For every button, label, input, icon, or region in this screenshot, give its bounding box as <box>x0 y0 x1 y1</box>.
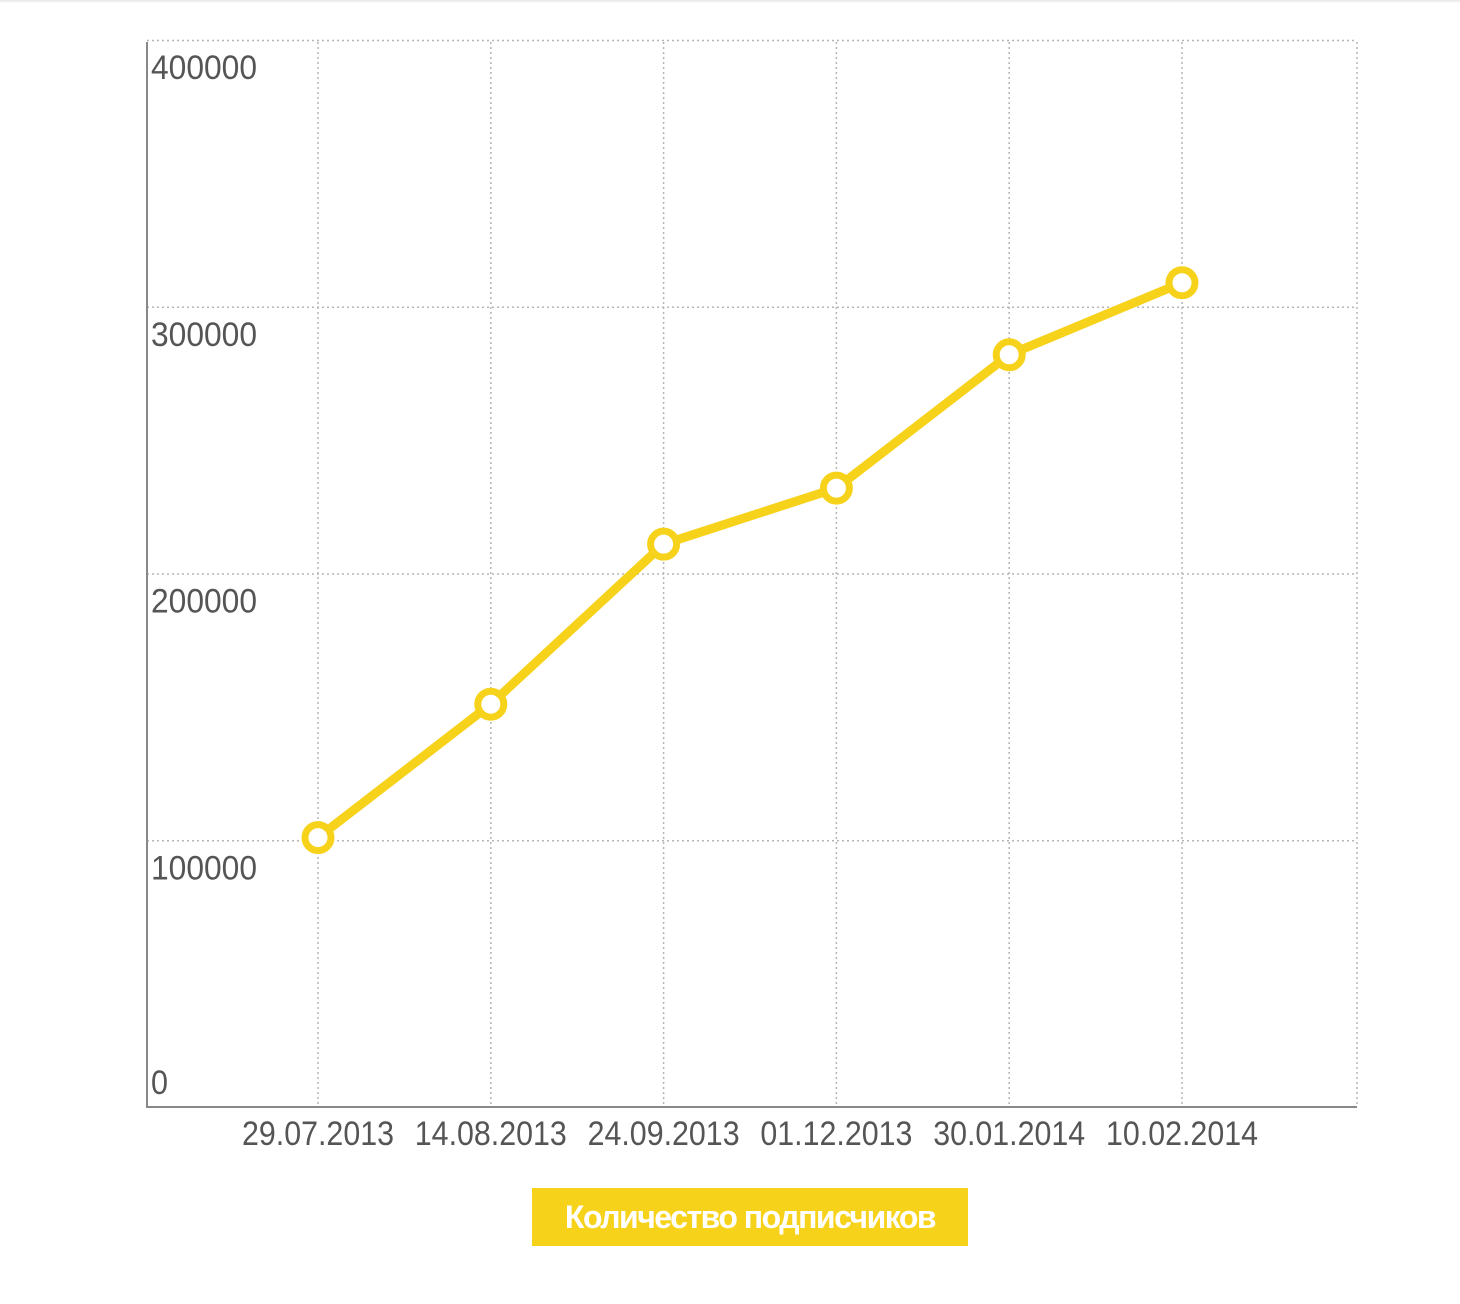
legend-item: Количество подписчиков <box>532 1188 968 1246</box>
y-tick-label: 300000 <box>151 316 257 354</box>
y-tick-label: 100000 <box>151 849 257 887</box>
data-point-marker <box>301 821 335 855</box>
grid-lines <box>147 39 1358 1107</box>
x-tick-label: 29.07.2013 <box>242 1115 394 1153</box>
y-tick-label: 400000 <box>151 49 257 87</box>
chart-axes <box>146 42 1357 1108</box>
x-tick-label: 14.08.2013 <box>415 1115 567 1153</box>
x-tick-label: 01.12.2013 <box>760 1115 912 1153</box>
x-axis-tick-labels: 29.07.2013 14.08.2013 24.09.2013 01.12.2013… <box>242 1115 1258 1153</box>
x-tick-label: 24.09.2013 <box>588 1115 740 1153</box>
y-tick-label: 0 <box>151 1064 168 1102</box>
data-point-marker <box>1165 266 1199 300</box>
data-point-marker <box>819 471 853 505</box>
legend-label: Количество подписчиков <box>564 1198 937 1235</box>
top-edge-shadow <box>0 0 1460 3</box>
data-point-marker <box>474 687 508 721</box>
data-point-marker <box>992 338 1026 372</box>
y-axis-tick-labels: 0 100000 200000 300000 400000 <box>151 49 257 1102</box>
series-layer <box>301 266 1199 855</box>
data-point-marker <box>647 527 681 561</box>
x-tick-label: 30.01.2014 <box>933 1115 1085 1153</box>
x-tick-label: 10.02.2014 <box>1106 1115 1258 1153</box>
y-tick-label: 200000 <box>151 583 257 621</box>
series-line <box>313 278 1187 843</box>
